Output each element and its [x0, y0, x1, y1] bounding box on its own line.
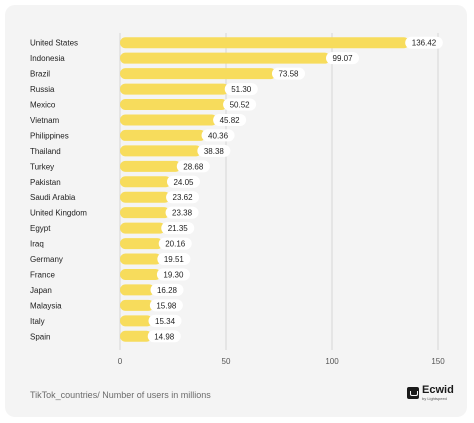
value-label-background — [405, 36, 443, 49]
logo-subtitle: by Lightspeed — [422, 396, 447, 401]
value-label-background — [326, 52, 360, 65]
bar — [120, 268, 161, 280]
value-label-background — [157, 253, 191, 266]
value-label: 21.35 — [168, 224, 189, 233]
bar — [120, 68, 276, 80]
x-tick-label: 0 — [118, 357, 123, 366]
x-tick-label: 100 — [325, 357, 339, 366]
value-label: 45.82 — [220, 116, 241, 125]
category-label: United States — [30, 39, 78, 48]
value-label: 16.28 — [157, 286, 178, 295]
value-label: 19.51 — [164, 255, 185, 264]
bar — [120, 83, 229, 95]
cart-icon — [407, 387, 419, 399]
bar — [120, 315, 153, 327]
category-label: Malaysia — [30, 301, 62, 310]
category-label: Pakistan — [30, 178, 61, 187]
value-label: 73.58 — [278, 70, 299, 79]
value-label-background — [176, 160, 210, 173]
category-label: France — [30, 270, 55, 279]
value-label-background — [271, 67, 305, 80]
value-label-background — [166, 191, 200, 204]
value-label: 136.42 — [412, 39, 437, 48]
category-label: United Kingdom — [30, 209, 87, 218]
category-label: Iraq — [30, 240, 44, 249]
value-label: 38.38 — [204, 147, 225, 156]
value-label-background — [213, 113, 247, 126]
bar — [120, 114, 218, 126]
bar — [120, 145, 202, 157]
value-label-background — [201, 129, 235, 142]
bar — [120, 160, 181, 172]
value-label: 24.05 — [173, 178, 194, 187]
value-label: 19.30 — [163, 270, 184, 279]
value-label: 99.07 — [333, 54, 354, 63]
value-label-background — [156, 268, 190, 281]
category-label: Philippines — [30, 131, 69, 140]
category-label: Indonesia — [30, 54, 65, 63]
value-label: 51.30 — [231, 85, 252, 94]
category-label: Germany — [30, 255, 63, 264]
value-label-background — [148, 314, 182, 327]
value-label-background — [158, 237, 192, 250]
bar — [120, 238, 163, 250]
logo-name: Ecwid — [422, 384, 454, 396]
value-label-background — [197, 144, 231, 157]
bar — [120, 222, 166, 234]
bar — [120, 191, 171, 203]
value-label: 28.68 — [183, 162, 204, 171]
bar — [120, 284, 155, 296]
bar — [120, 299, 154, 311]
bar — [120, 37, 410, 49]
value-label-background — [224, 83, 258, 96]
category-label: Turkey — [30, 162, 54, 171]
bar — [120, 330, 152, 342]
category-label: Saudi Arabia — [30, 193, 76, 202]
bar — [120, 52, 331, 64]
value-label-background — [223, 98, 257, 111]
value-label-background — [161, 222, 195, 235]
value-label: 40.36 — [208, 131, 229, 140]
value-label: 15.34 — [155, 317, 176, 326]
value-label-background — [166, 175, 200, 188]
category-label: Vietnam — [30, 116, 60, 125]
category-label: Russia — [30, 85, 55, 94]
value-label: 23.38 — [172, 209, 193, 218]
value-label-background — [147, 330, 181, 343]
value-label-background — [150, 283, 184, 296]
value-label: 50.52 — [230, 101, 251, 110]
x-tick-label: 50 — [222, 357, 231, 366]
category-label: Japan — [30, 286, 52, 295]
bar — [120, 176, 171, 188]
bar — [120, 99, 228, 111]
value-label-background — [149, 299, 183, 312]
value-label-background — [165, 206, 199, 219]
category-label: Thailand — [30, 147, 61, 156]
category-label: Brazil — [30, 70, 50, 79]
chart-caption: TikTok_countries/ Number of users in mil… — [30, 390, 211, 400]
value-label: 15.98 — [156, 301, 177, 310]
ecwid-logo: Ecwid by Lightspeed — [407, 385, 454, 401]
value-label: 23.62 — [173, 193, 194, 202]
value-label: 14.98 — [154, 332, 175, 341]
category-label: Mexico — [30, 101, 56, 110]
category-label: Egypt — [30, 224, 51, 233]
bar — [120, 253, 162, 265]
value-label: 20.16 — [165, 240, 186, 249]
bar — [120, 129, 206, 141]
bar — [120, 207, 170, 219]
category-label: Spain — [30, 332, 50, 341]
category-label: Italy — [30, 317, 45, 326]
x-tick-label: 150 — [431, 357, 445, 366]
